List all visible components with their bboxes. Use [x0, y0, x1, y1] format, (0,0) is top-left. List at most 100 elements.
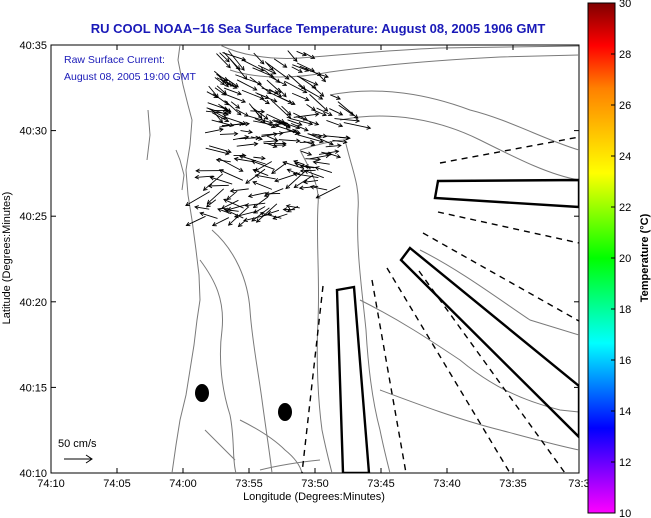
current-vector-head: [283, 121, 289, 126]
current-vector: [195, 175, 214, 178]
current-vector: [208, 184, 229, 187]
current-vector-head: [317, 71, 322, 77]
current-vector-head: [338, 122, 344, 128]
current-vector: [226, 190, 238, 200]
current-vector: [330, 94, 341, 100]
current-vector-head: [229, 122, 235, 128]
current-vector: [328, 152, 341, 158]
scale-arrow-head: [85, 454, 93, 464]
y-axis-label: Latitude (Degrees:Minutes): [1, 192, 13, 325]
current-vector-head: [218, 127, 224, 133]
current-vector-head: [241, 153, 247, 158]
current-vector-head: [272, 98, 278, 103]
current-vector: [316, 107, 333, 116]
y-tick-label: 40:10: [19, 468, 47, 480]
x-tick-label: 73:3: [568, 478, 589, 490]
current-vector-head: [336, 95, 341, 100]
current-vector: [306, 104, 316, 111]
current-vector-head: [257, 114, 263, 119]
current-vector-head: [311, 84, 317, 89]
current-vector: [219, 123, 243, 128]
current-vector: [266, 113, 285, 123]
current-vector: [227, 203, 248, 211]
current-vector-head: [345, 135, 351, 141]
current-vector: [205, 147, 229, 155]
current-vector: [297, 134, 324, 143]
current-vector: [253, 156, 265, 159]
current-vector: [241, 89, 264, 100]
current-vector: [206, 107, 229, 116]
current-vector: [311, 85, 324, 97]
current-vector-head: [233, 131, 239, 137]
current-vector: [230, 188, 249, 192]
current-vector: [230, 101, 240, 109]
current-vector-head: [314, 112, 320, 117]
current-vector-head: [285, 124, 291, 129]
colorbar-tick-label: 28: [619, 49, 631, 61]
x-tick-label: 73:55: [235, 478, 263, 490]
current-vector-head: [225, 57, 230, 63]
current-vector-head: [295, 125, 301, 130]
current-vector: [225, 78, 239, 88]
current-vector: [304, 165, 317, 169]
current-vector-head: [227, 221, 233, 226]
current-vector-head: [248, 129, 253, 135]
current-vector-head: [278, 131, 284, 136]
current-vector-head: [309, 184, 315, 190]
current-vector: [276, 119, 300, 129]
current-vector-head: [322, 133, 328, 139]
current-vector-head: [224, 150, 230, 156]
current-vector-head: [269, 73, 275, 78]
current-vector: [245, 168, 266, 184]
current-vector-head: [336, 154, 342, 159]
current-vector: [329, 108, 343, 116]
current-vector: [248, 192, 267, 197]
current-vector-head: [245, 121, 250, 127]
current-vector-head: [253, 141, 259, 147]
current-vector: [286, 205, 300, 209]
x-tick-label: 73:35: [499, 478, 527, 490]
current-vector: [289, 117, 313, 125]
current-vector-head: [265, 99, 270, 105]
current-vector: [210, 176, 233, 185]
current-vector-head: [274, 177, 280, 183]
current-vector: [223, 87, 242, 95]
current-vector-head: [259, 95, 265, 100]
current-vector: [287, 50, 298, 62]
current-vector-head: [267, 210, 272, 216]
current-vector-head: [259, 67, 265, 72]
current-vector: [304, 170, 324, 179]
current-vector-head: [282, 92, 287, 98]
current-vector-head: [294, 162, 300, 167]
current-vector-head: [222, 114, 228, 119]
current-vector: [299, 185, 319, 189]
current-vector: [293, 160, 305, 165]
current-vector-head: [238, 121, 244, 127]
current-vector-head: [258, 136, 263, 141]
current-vector: [206, 199, 217, 208]
current-vector: [269, 88, 282, 97]
current-vector-head: [202, 186, 208, 191]
current-vector-head: [252, 180, 258, 186]
current-vector-head: [303, 116, 308, 121]
current-vector: [219, 169, 244, 181]
x-tick-label: 74:10: [37, 478, 65, 490]
current-vector: [219, 52, 230, 63]
current-vector: [298, 76, 316, 89]
current-vector-head: [286, 168, 292, 173]
x-axis: 74:10 74:05 74:00 73:55 73:50 73:45 73:40 73:35…: [37, 45, 590, 490]
colorbar-label: Temperature (°C): [639, 213, 651, 302]
current-vector: [254, 161, 272, 172]
current-vector-head: [223, 198, 228, 203]
current-vector-head: [236, 110, 242, 116]
current-vector: [256, 93, 277, 103]
current-vector-head: [211, 222, 217, 227]
current-vector: [214, 87, 226, 96]
current-vector: [216, 53, 231, 68]
current-vector-head: [243, 217, 248, 223]
current-vector-head: [282, 207, 288, 212]
current-vector: [303, 180, 319, 183]
current-vector-head: [224, 117, 230, 122]
current-vector: [293, 113, 319, 118]
current-vector-head: [292, 57, 298, 63]
